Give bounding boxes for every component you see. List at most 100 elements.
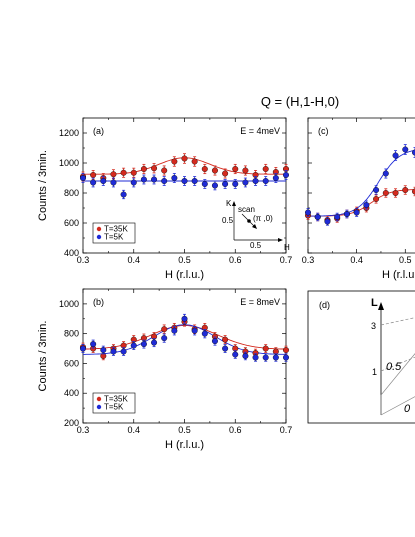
panel-b-point-blue [191,327,198,334]
label-0-5: 0.5 [386,361,402,373]
panel-b: 0.3 0.4 0.5 0.6 0.7 H (r.l.u.) 200 400 600 800 100… [37,288,292,451]
inset-k-label: K [226,199,232,208]
inset-h-arrow [278,238,283,242]
panel-a-point-blue [140,176,147,183]
panel-b-legend-text: T=35K [104,395,128,404]
panel-b-ytick-label: 400 [64,388,79,398]
panel-a-point-blue [211,182,218,189]
panel-a-point-blue [283,171,290,178]
panel-a-point-red [151,165,158,172]
panel-b-ytick-label: 600 [64,358,79,368]
panel-b-point-blue [232,351,239,358]
panel-b-point-blue [171,327,178,334]
panel-b-xlabel: H (r.l.u.) [165,439,204,451]
panel-a-point-red [120,169,127,176]
panel-b-ylabel: Counts / 3min. [37,321,49,392]
panel-b-point-red [222,336,229,343]
panel-b-point-blue [201,330,208,337]
panel-c-point-blue [353,209,360,216]
panel-c-xlabel: H (r.l.u.) [382,269,415,281]
panel-b-legend-box [92,392,136,414]
panel-a-legend-text: T=5K [104,233,124,242]
panel-a-point-blue [171,174,178,181]
panel-b-point-blue [181,315,188,322]
panel-a-xtick-label: 0.7 [280,255,293,265]
panel-a-xtick-label: 0.4 [127,255,140,265]
panel-a-point-blue [79,174,86,181]
panel-a-point-blue [181,177,188,184]
inset-scan-arrow [252,224,257,229]
panel-a-label: (a) [93,126,104,136]
panel-c-point-blue [382,170,389,177]
panel-a-point-blue [232,180,239,187]
panel-a-point-red [201,165,208,172]
panel-a-point-blue [262,177,269,184]
panel-a: 0.3 0.4 0.5 0.6 0.7 H (r.l.u.) 400 600 800 1000 12… [37,117,293,281]
panel-c-frame [307,117,415,254]
panel-c-xtick-label: 0.4 [350,255,363,265]
panel-a-xtick-label: 0.3 [77,255,90,265]
figure-title: Q = (H,1-H,0) [261,94,339,109]
panel-b-point-blue [252,354,259,361]
inset-point-label: (π ,0) [253,214,273,223]
panel-a-point-blue [161,177,168,184]
panel-a-legend-marker [96,226,102,232]
panel-a-point-blue [272,174,279,181]
panel-b-point-red [161,326,168,333]
panel-a-point-blue [222,180,229,187]
panel-a-point-blue [130,179,137,186]
panel-a-point-blue [201,180,208,187]
panel-a-point-red [130,169,137,176]
panel-a-point-red [242,167,249,174]
panel-c-fit-blue [307,149,415,217]
panel-a-point-red [262,165,269,172]
panel-d: (d) L 3 1 0.5 0 [307,290,415,424]
panel-b-point-blue [211,338,218,345]
panel-a-ytick-label: 800 [64,188,79,198]
panel-c-point-blue [305,209,312,216]
panel-b-point-blue [100,347,107,354]
panel-a-point-blue [151,176,158,183]
panel-b-point-blue [130,342,137,349]
panel-b-point-blue [90,341,97,348]
panel-c-point-red [373,195,380,202]
panel-b-point-blue [140,341,147,348]
l-axis-label: L [371,297,378,309]
panel-c-xtick-label: 0.5 [399,255,412,265]
tick-3-label: 3 [371,321,376,331]
panel-a-point-blue [242,179,249,186]
panel-a-legend-text: T=35K [104,225,128,234]
panel-b-point-blue [151,339,158,346]
panel-d-frame [307,290,415,424]
panel-a-point-blue [110,179,117,186]
panel-b-legend-marker [96,396,102,402]
panel-a-point-blue [252,177,259,184]
panel-b-annotation: E = 8meV [240,297,280,307]
panel-b-point-blue [161,335,168,342]
panel-a-point-red [181,155,188,162]
panel-a-point-red [171,158,178,165]
panel-c-point-blue [324,218,331,225]
panel-c-point-red [412,188,415,195]
inset-point [247,219,251,223]
panel-b-point-blue [79,345,86,352]
panel-a-legend-marker [96,234,102,240]
panel-a-point-red [90,171,97,178]
panel-c-xtick-label: 0.3 [302,255,315,265]
panel-b-point-blue [262,354,269,361]
panel-c-point-blue [402,146,409,153]
label-0: 0 [404,403,411,415]
panel-c-point-blue [412,149,415,156]
tick-1-label: 1 [372,367,377,377]
panel-b-point-red [283,347,290,354]
panel-a-ytick-label: 1000 [59,158,79,168]
panel-a-ytick-label: 400 [64,248,79,258]
inset-tick-h: 0.5 [250,241,262,250]
panel-a-point-red [211,167,218,174]
panel-c-point-blue [373,186,380,193]
panel-a-ylabel: Counts / 3min. [37,150,49,221]
panel-b-legend-marker [96,404,102,410]
panel-b-xtick-label: 0.3 [77,425,90,435]
panel-b-legend-text: T=5K [104,403,124,412]
